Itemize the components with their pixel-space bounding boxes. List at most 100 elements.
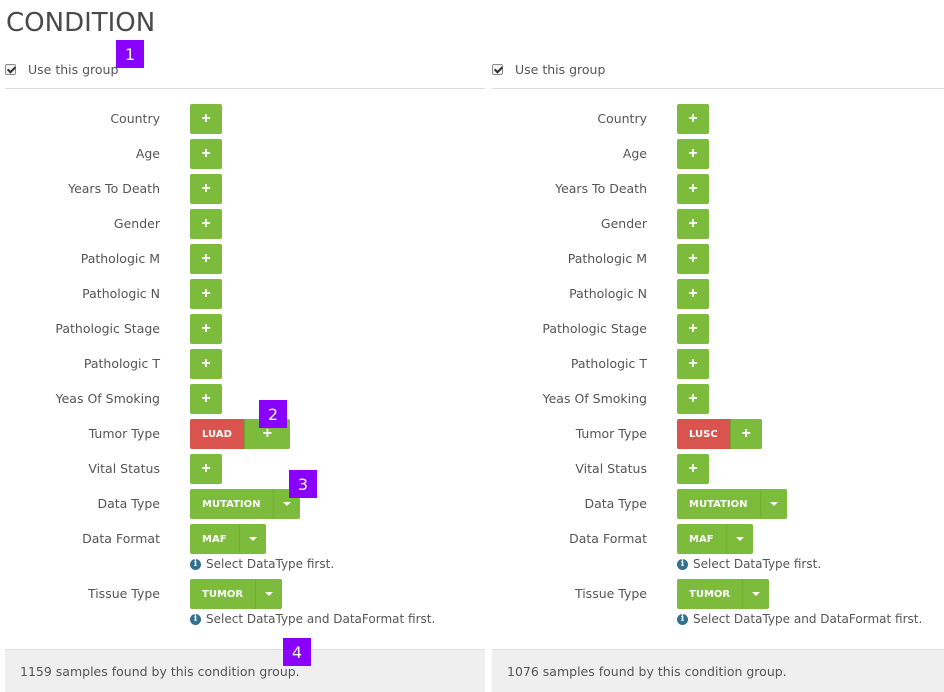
- condition-group-1: Use this group Country + Age + Years To …: [5, 0, 485, 692]
- data-type-value: MUTATION: [202, 498, 261, 510]
- info-icon: i: [677, 613, 688, 625]
- add-pathologic-stage-button[interactable]: +: [190, 314, 222, 344]
- add-age-button[interactable]: +: [677, 139, 709, 169]
- data-format-hint: i Select DataType first.: [190, 557, 334, 571]
- field-label: Years To Death: [68, 181, 160, 196]
- field-label: Yeas Of Smoking: [55, 391, 160, 406]
- add-pathologic-m-button[interactable]: +: [677, 244, 709, 274]
- annotation-badge-4: 4: [283, 638, 311, 666]
- add-country-button[interactable]: +: [190, 104, 222, 134]
- samples-count-text: 1076 samples found by this condition gro…: [507, 663, 787, 679]
- field-label: Pathologic N: [569, 286, 647, 301]
- data-format-dropdown[interactable]: MAF: [677, 524, 753, 554]
- add-years-of-smoking-button[interactable]: +: [190, 384, 222, 414]
- add-pathologic-n-button[interactable]: +: [677, 279, 709, 309]
- tumor-type-tag[interactable]: LUAD: [190, 419, 244, 449]
- hint-text: Select DataType first.: [693, 557, 822, 571]
- info-icon: i: [190, 558, 201, 570]
- data-format-value: MAF: [689, 533, 714, 545]
- field-label: Country: [110, 111, 160, 126]
- condition-group-2: Use this group Country + Age + Years To …: [492, 0, 944, 692]
- add-vital-status-button[interactable]: +: [190, 454, 222, 484]
- caret-down-icon: [725, 524, 753, 554]
- field-label: Data Format: [82, 531, 160, 546]
- field-label: Vital Status: [575, 461, 647, 476]
- page-title: CONDITION: [6, 8, 156, 38]
- field-label: Data Type: [97, 496, 160, 511]
- hint-text: Select DataType and DataFormat first.: [693, 612, 923, 626]
- field-label: Pathologic M: [80, 251, 160, 266]
- samples-count-text: 1159 samples found by this condition gro…: [20, 663, 300, 679]
- add-years-of-smoking-button[interactable]: +: [677, 384, 709, 414]
- add-pathologic-t-button[interactable]: +: [190, 349, 222, 379]
- field-label: Age: [622, 146, 647, 161]
- add-years-to-death-button[interactable]: +: [190, 174, 222, 204]
- use-group-toggle[interactable]: Use this group: [492, 60, 605, 78]
- hint-text: Select DataType first.: [206, 557, 335, 571]
- add-tumor-type-button[interactable]: +: [729, 419, 762, 449]
- field-label: Country: [597, 111, 647, 126]
- field-label: Gender: [600, 216, 647, 231]
- data-format-dropdown[interactable]: MAF: [190, 524, 266, 554]
- data-type-value: MUTATION: [689, 498, 748, 510]
- caret-down-icon: [272, 489, 300, 519]
- data-type-dropdown[interactable]: MUTATION: [190, 489, 300, 519]
- add-age-button[interactable]: +: [190, 139, 222, 169]
- field-label: Pathologic N: [82, 286, 160, 301]
- add-vital-status-button[interactable]: +: [677, 454, 709, 484]
- divider: [5, 88, 485, 89]
- field-label: Pathologic M: [567, 251, 647, 266]
- data-format-hint: i Select DataType first.: [677, 557, 821, 571]
- field-label: Pathologic Stage: [55, 321, 160, 336]
- tissue-type-hint: i Select DataType and DataFormat first.: [677, 612, 922, 626]
- field-label: Yeas Of Smoking: [542, 391, 647, 406]
- caret-down-icon: [742, 579, 769, 609]
- hint-text: Select DataType and DataFormat first.: [206, 612, 436, 626]
- tumor-type-tag[interactable]: LUSC: [677, 419, 730, 449]
- info-icon: i: [677, 558, 688, 570]
- annotation-badge-3: 3: [289, 470, 317, 498]
- field-label: Data Type: [584, 496, 647, 511]
- data-type-dropdown[interactable]: MUTATION: [677, 489, 787, 519]
- tissue-type-value: TUMOR: [689, 588, 731, 600]
- field-label: Pathologic T: [570, 356, 647, 371]
- caret-down-icon: [238, 524, 266, 554]
- field-label: Pathologic Stage: [542, 321, 647, 336]
- use-group-checkbox[interactable]: [492, 63, 503, 75]
- annotation-badge-1: 1: [116, 40, 144, 68]
- add-gender-button[interactable]: +: [677, 209, 709, 239]
- tissue-type-value: TUMOR: [202, 588, 244, 600]
- field-label: Age: [135, 146, 160, 161]
- add-gender-button[interactable]: +: [190, 209, 222, 239]
- info-icon: i: [190, 613, 201, 625]
- add-years-to-death-button[interactable]: +: [677, 174, 709, 204]
- caret-down-icon: [759, 489, 787, 519]
- divider: [492, 88, 944, 89]
- use-group-label: Use this group: [515, 61, 606, 77]
- add-pathologic-m-button[interactable]: +: [190, 244, 222, 274]
- add-country-button[interactable]: +: [677, 104, 709, 134]
- field-label: Gender: [113, 216, 160, 231]
- tissue-type-dropdown[interactable]: TUMOR: [190, 579, 283, 609]
- use-group-checkbox[interactable]: [5, 63, 16, 75]
- field-label: Vital Status: [88, 461, 160, 476]
- field-label: Tissue Type: [574, 586, 647, 601]
- tissue-type-dropdown[interactable]: TUMOR: [677, 579, 770, 609]
- samples-footer: 1076 samples found by this condition gro…: [492, 649, 944, 692]
- field-label: Tissue Type: [87, 586, 160, 601]
- add-pathologic-stage-button[interactable]: +: [677, 314, 709, 344]
- field-label: Tumor Type: [575, 426, 647, 441]
- samples-footer: 1159 samples found by this condition gro…: [5, 649, 485, 692]
- field-label: Pathologic T: [83, 356, 160, 371]
- field-label: Data Format: [569, 531, 647, 546]
- use-group-toggle[interactable]: Use this group: [5, 60, 118, 78]
- data-format-value: MAF: [202, 533, 227, 545]
- use-group-label: Use this group: [28, 61, 119, 77]
- tissue-type-hint: i Select DataType and DataFormat first.: [190, 612, 435, 626]
- add-pathologic-n-button[interactable]: +: [190, 279, 222, 309]
- field-label: Years To Death: [555, 181, 647, 196]
- add-pathologic-t-button[interactable]: +: [677, 349, 709, 379]
- caret-down-icon: [255, 579, 282, 609]
- field-label: Tumor Type: [88, 426, 160, 441]
- annotation-badge-2: 2: [259, 400, 287, 428]
